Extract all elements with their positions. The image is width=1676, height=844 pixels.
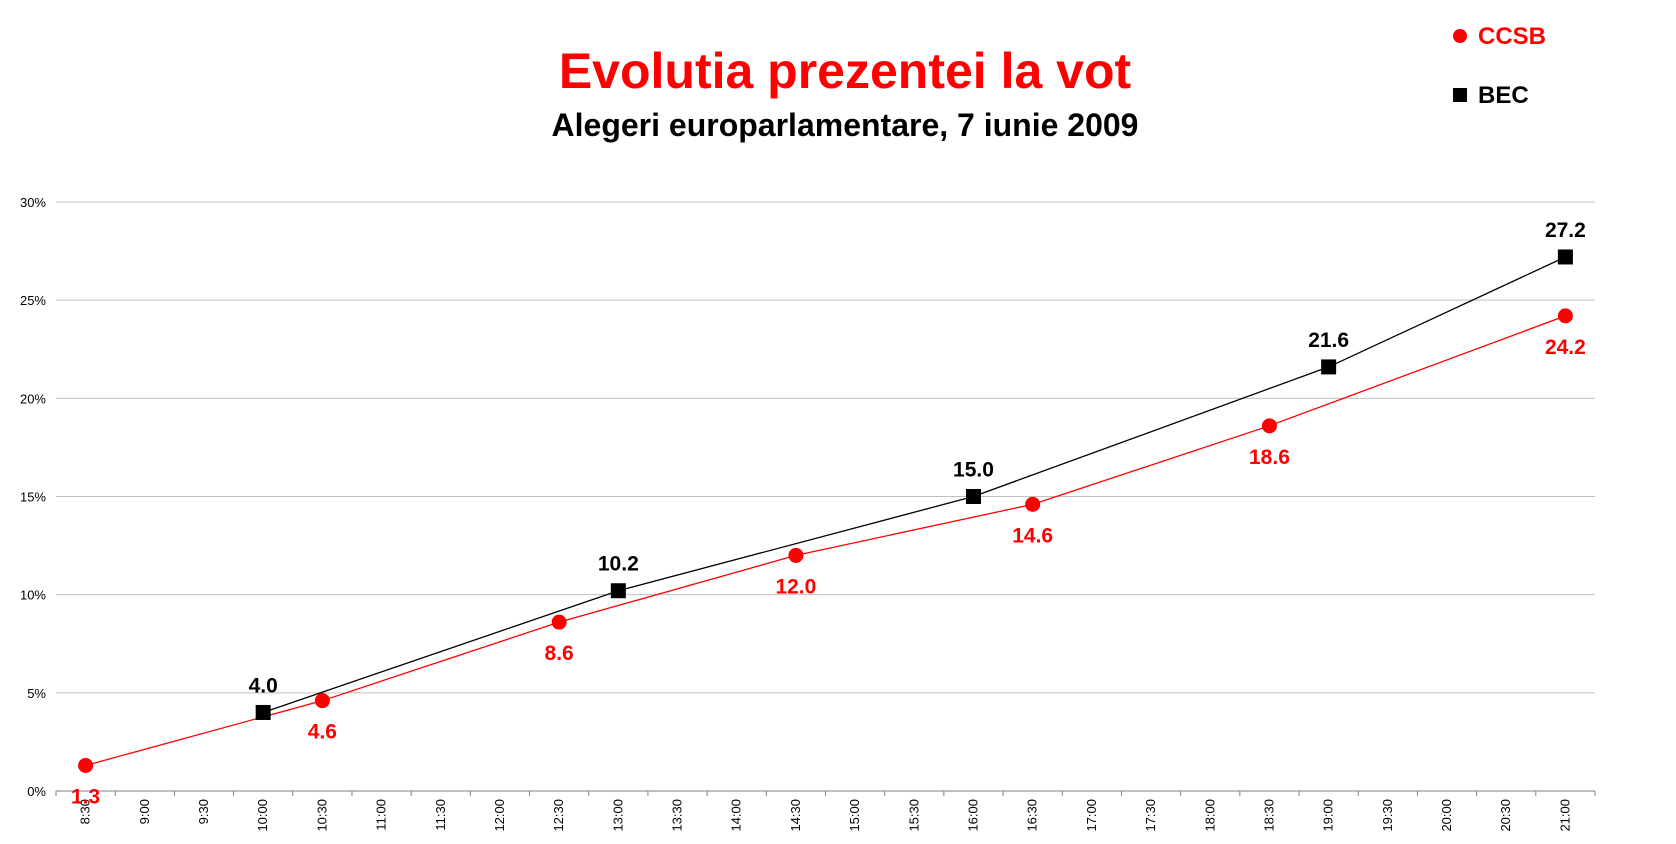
x-tick-label: 11:00 (374, 799, 389, 831)
ccsb-marker (78, 757, 94, 773)
ccsb-marker (1025, 496, 1041, 512)
grid-lines (56, 201, 1595, 694)
x-tick-label: 9:00 (137, 799, 152, 824)
ccsb-data-label: 18.6 (1249, 446, 1290, 469)
x-tick-label: 14:30 (788, 799, 803, 832)
bec-marker (1321, 359, 1337, 375)
x-tick-label: 8:30 (78, 799, 93, 824)
ccsb-data-label: 4.6 (308, 721, 337, 744)
x-tick-label: 19:30 (1380, 799, 1395, 832)
x-tick-label: 12:30 (551, 799, 566, 832)
x-tick-label: 19:00 (1321, 799, 1336, 832)
chart-title: Evolutia prezentei la vot (559, 43, 1132, 99)
x-tick-label: 20:00 (1439, 799, 1454, 832)
x-axis: 8:30 9:00 9:30 10:00 10:30 11:00 11:30 12:00 12:… (55, 790, 1596, 832)
x-tick-label: 13:30 (670, 799, 685, 832)
ccsb-marker (1261, 418, 1277, 434)
series-layer: 1.3 4.6 8.6 12.0 14.6 18.6 24.2 4.0 10.2 15.0 21.6… (71, 219, 1586, 809)
x-tick-label: 18:30 (1261, 799, 1276, 832)
y-axis-ticks: 0% 5% 10% 15% 20% 25% 30% (20, 195, 46, 799)
y-tick-label: 15% (20, 490, 46, 505)
ccsb-data-label: 24.2 (1545, 336, 1586, 359)
ccsb-marker (788, 547, 804, 563)
legend-bec-label: BEC (1478, 82, 1529, 109)
y-tick-label: 25% (20, 293, 46, 308)
x-tick-label: 17:00 (1084, 799, 1099, 832)
x-tick-label: 16:30 (1025, 799, 1040, 832)
x-tick-label: 13:00 (610, 799, 625, 832)
bec-data-label: 27.2 (1545, 219, 1586, 242)
bec-marker (965, 489, 981, 504)
ccsb-data-label: 1.3 (71, 785, 100, 808)
x-tick-label: 16:00 (965, 799, 980, 832)
bec-marker (255, 704, 271, 720)
ccsb-line (85, 315, 1566, 767)
ccsb-marker (1557, 308, 1573, 324)
x-tick-label: 11:30 (433, 799, 448, 831)
x-tick-label: 10:30 (314, 799, 329, 832)
x-tick-label: 15:00 (847, 799, 862, 832)
bec-data-label: 21.6 (1308, 329, 1349, 352)
y-tick-label: 30% (20, 195, 46, 210)
legend-bec-marker (1453, 88, 1467, 102)
x-tick-label: 21:00 (1557, 799, 1572, 832)
legend-ccsb-label: CCSB (1478, 23, 1546, 50)
x-tick-label: 18:00 (1202, 799, 1217, 832)
legend: CCSB BEC (1453, 23, 1546, 109)
bec-marker (610, 583, 626, 599)
legend-ccsb-marker (1453, 29, 1467, 43)
ccsb-data-label: 8.6 (545, 642, 574, 665)
bec-marker (1557, 249, 1573, 265)
x-tick-label: 10:00 (255, 799, 270, 832)
ccsb-marker (314, 693, 330, 709)
x-tick-label: 15:30 (906, 799, 921, 832)
y-tick-label: 0% (27, 784, 46, 799)
x-tick-label: 20:30 (1498, 799, 1513, 832)
y-tick-label: 20% (20, 391, 46, 406)
chart-subtitle: Alegeri europarlamentare, 7 iunie 2009 (552, 107, 1139, 143)
bec-data-label: 10.2 (598, 553, 639, 576)
x-tick-label: 14:00 (729, 799, 744, 832)
y-tick-label: 10% (20, 588, 46, 603)
y-tick-label: 5% (27, 686, 46, 701)
ccsb-data-label: 14.6 (1012, 524, 1053, 547)
bec-line (262, 256, 1566, 714)
ccsb-data-label: 12.0 (775, 575, 816, 598)
ccsb-marker (551, 614, 567, 630)
x-tick-label: 17:30 (1143, 799, 1158, 832)
x-tick-label: 9:30 (196, 799, 211, 824)
x-tick-label: 12:00 (492, 799, 507, 832)
bec-data-label: 4.0 (249, 674, 278, 697)
bec-data-label: 15.0 (953, 459, 994, 482)
